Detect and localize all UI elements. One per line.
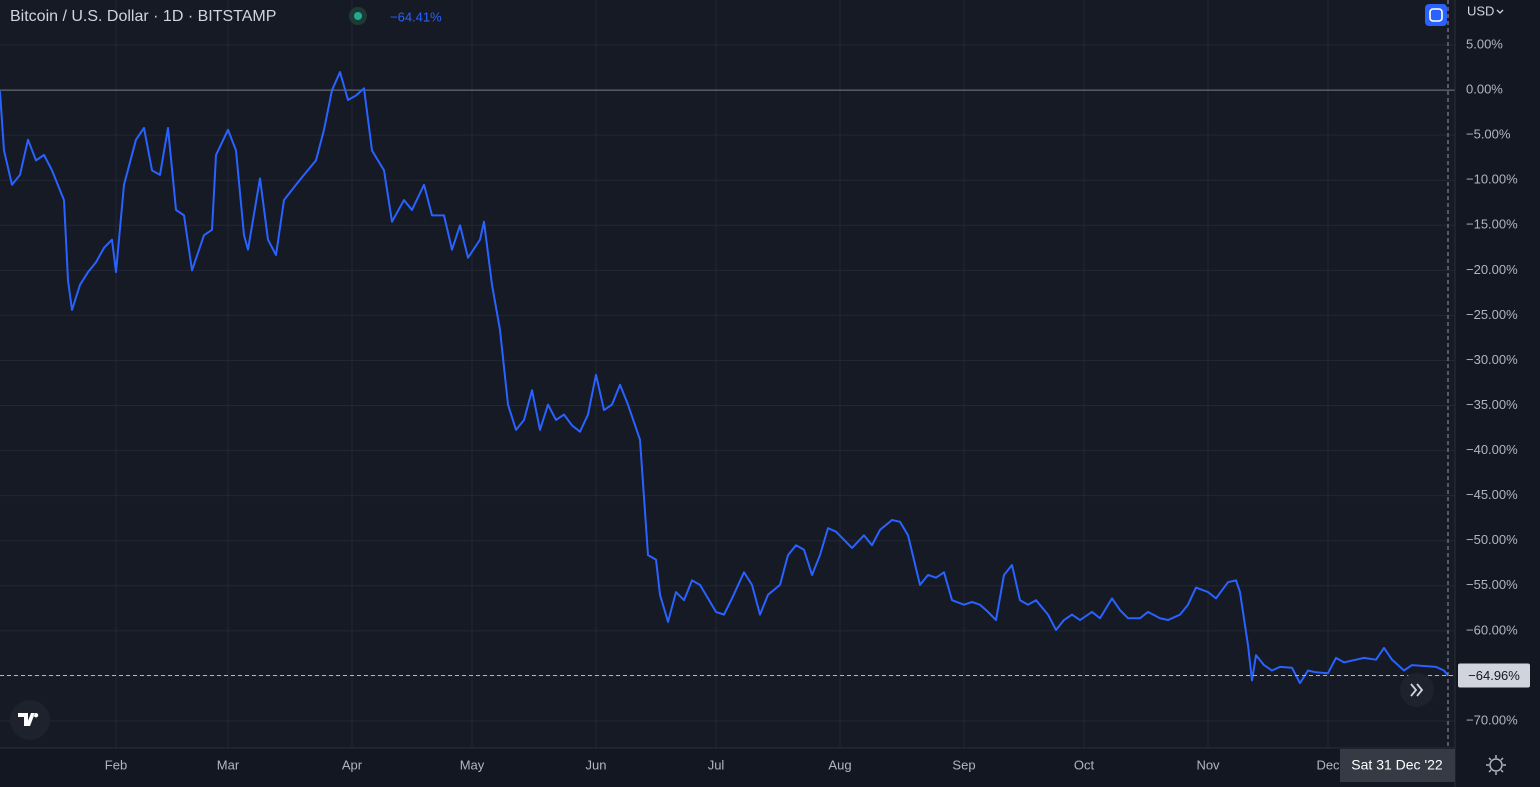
settings-icon (1486, 755, 1506, 775)
y-tick-label: −45.00% (1466, 487, 1518, 502)
scroll-icon (1410, 683, 1424, 697)
y-tick-label: −10.00% (1466, 172, 1518, 187)
logo (18, 713, 39, 726)
x-tick-label: Jun (586, 757, 607, 772)
y-tick-label: −25.00% (1466, 307, 1518, 322)
x-tick-label: Mar (217, 757, 240, 772)
settings-button[interactable] (1489, 758, 1503, 772)
x-tick-label: Jul (708, 757, 725, 772)
y-tick-label: 0.00% (1466, 82, 1503, 97)
x-tick-label: Feb (105, 757, 127, 772)
y-tick-label: 5.00% (1466, 36, 1503, 51)
y-tick-label: −20.00% (1466, 262, 1518, 277)
last-value-box (1458, 663, 1530, 688)
currency-label[interactable]: USD (1467, 3, 1494, 18)
x-tick-label: Dec (1316, 757, 1340, 772)
change-label: −64.41% (390, 9, 442, 24)
y-tick-label: −5.00% (1466, 127, 1511, 142)
plot-area (0, 0, 1455, 748)
y-tick-label: −60.00% (1466, 622, 1518, 637)
y-tick-label: −50.00% (1466, 532, 1518, 547)
crosshair-date-label: Sat 31 Dec '22 (1351, 757, 1443, 773)
series (0, 71, 1455, 685)
x-tick-label: Sep (952, 757, 975, 772)
x-tick-label: Aug (828, 757, 851, 772)
y-tick-label: −70.00% (1466, 712, 1518, 727)
y-tick-label: −15.00% (1466, 217, 1518, 232)
scale-icon (1429, 8, 1443, 22)
price-line (0, 71, 1449, 685)
x-tick-label: Nov (1196, 757, 1220, 772)
y-tick-label: −30.00% (1466, 352, 1518, 367)
crosshair-date-box (1340, 749, 1455, 782)
y-tick-label: −35.00% (1466, 397, 1518, 412)
scale-button[interactable] (1425, 4, 1447, 26)
x-tick-label: Apr (342, 757, 363, 772)
chart-title: Bitcoin / U.S. Dollar · 1D · BITSTAMP (10, 8, 276, 25)
y-tick-label: −40.00% (1466, 442, 1518, 457)
status-dot (354, 12, 362, 20)
currency-chevron (1496, 9, 1504, 14)
axes: 5.00% 0.00% −5.00% −10.00% −15.00% −20.00% −25… (105, 36, 1518, 772)
grid (0, 0, 1455, 748)
last-value-label: −64.96% (1468, 668, 1520, 683)
x-tick-label: Oct (1074, 757, 1095, 772)
x-tick-label: May (460, 757, 485, 772)
y-tick-label: −55.00% (1466, 577, 1518, 592)
